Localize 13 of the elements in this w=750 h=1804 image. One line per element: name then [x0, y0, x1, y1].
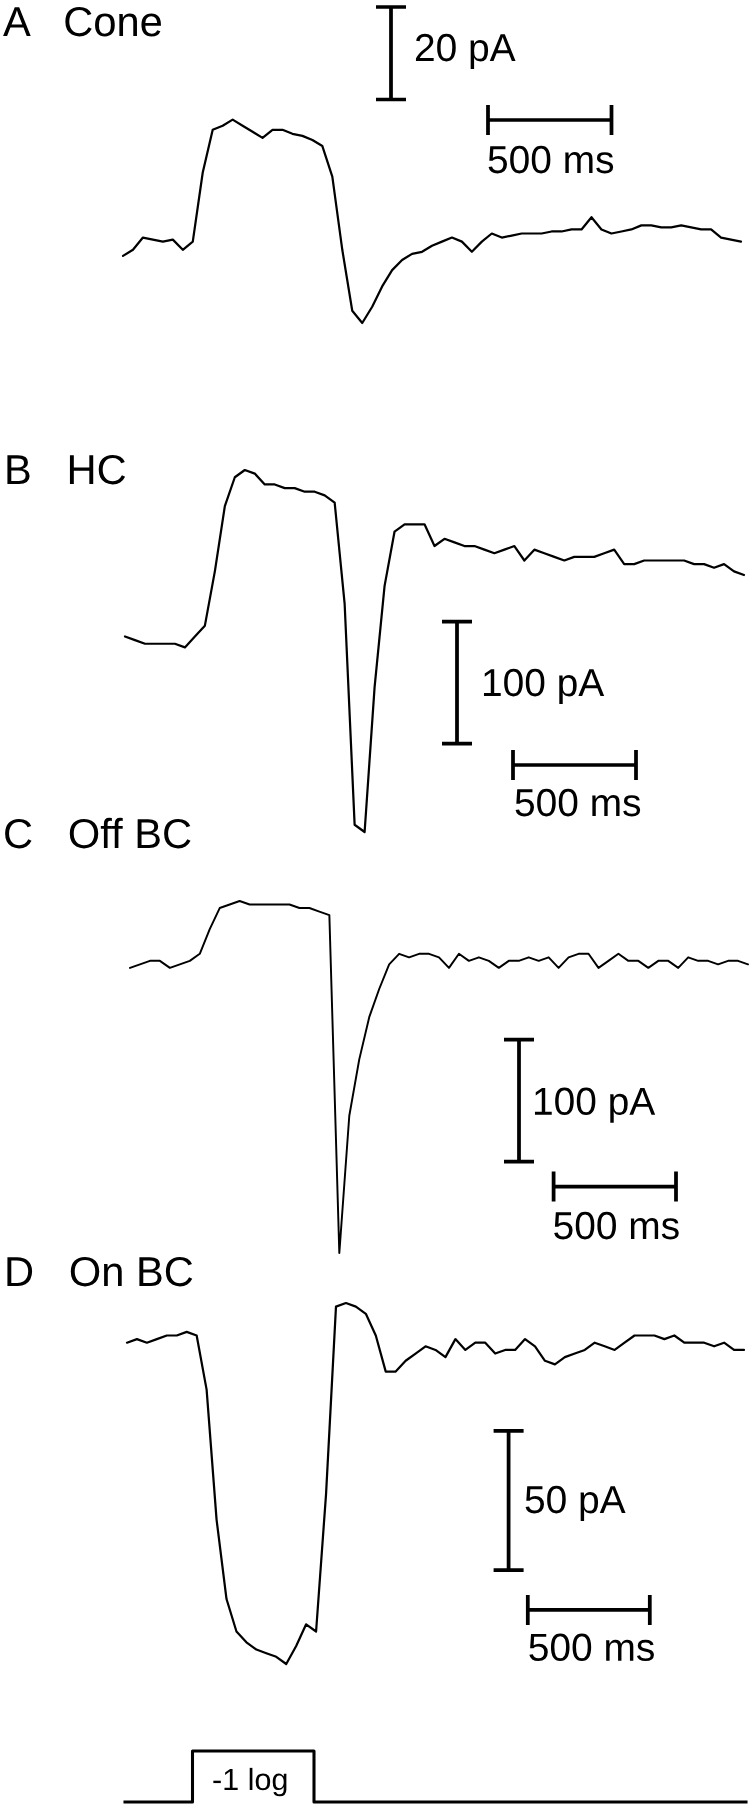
text: 20 pA [415, 33, 516, 70]
chart-title: C Off BC [5, 817, 191, 849]
chart-title: A Cone [3, 6, 161, 37]
annotation: 500 ms [529, 1633, 654, 1662]
chart-title: D On BC [7, 1256, 193, 1287]
annotation: 500 ms [515, 788, 641, 817]
annotation: 100 pA [534, 1087, 656, 1123]
annotation: 100 pA [483, 668, 605, 705]
annotation: -1 log [213, 1767, 287, 1797]
annotation: 50 pA [525, 1485, 626, 1522]
chart-title: B HC [7, 454, 126, 485]
annotation: 500 ms [488, 145, 614, 174]
annotation: 500 ms [554, 1211, 679, 1240]
